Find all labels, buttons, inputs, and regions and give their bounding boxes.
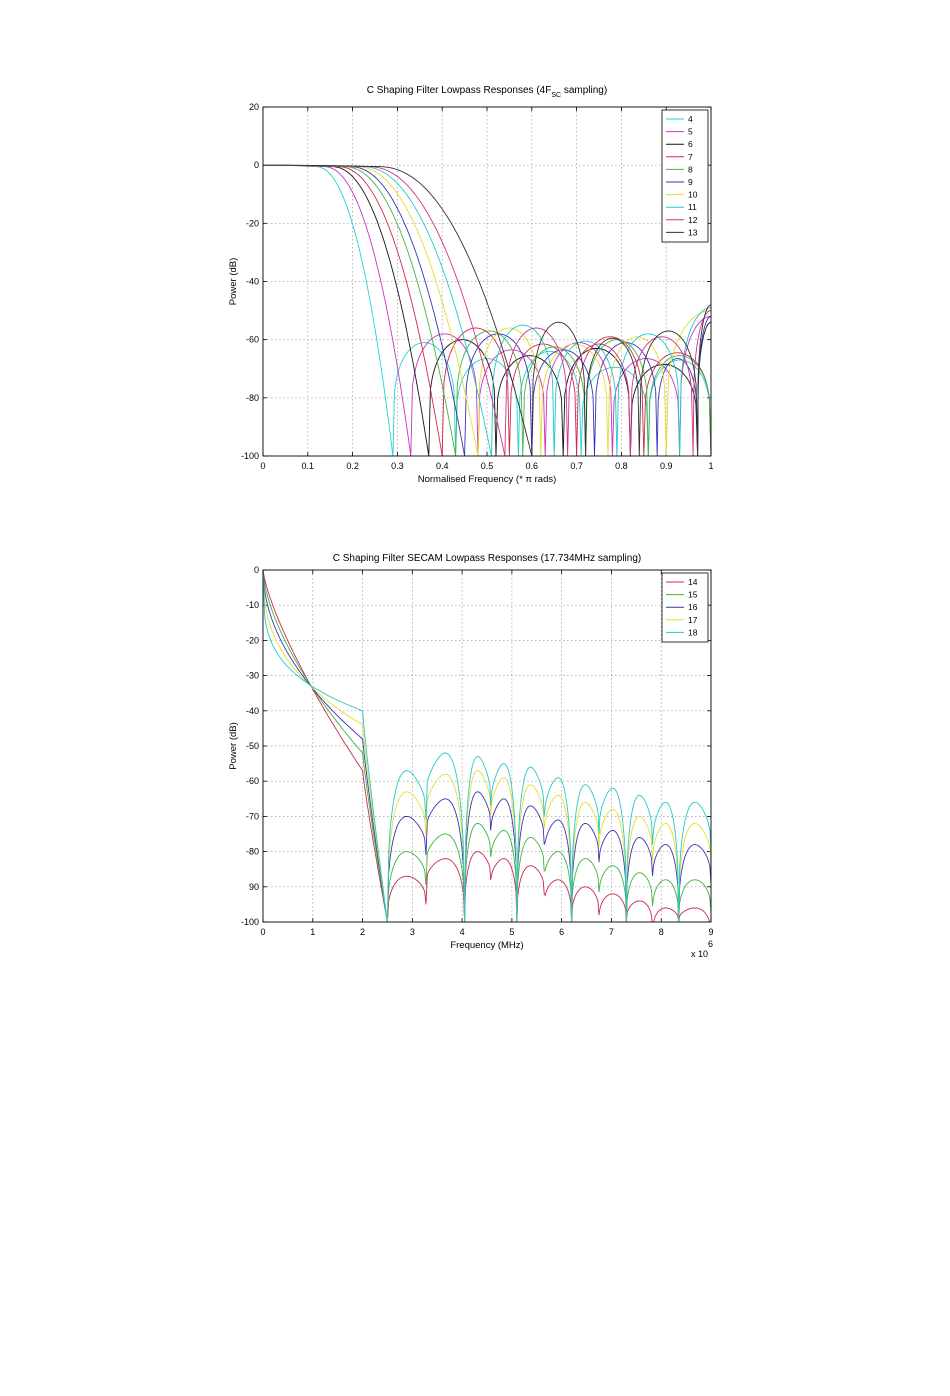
y-tick-label: -20 (246, 635, 259, 645)
series-line-18 (263, 570, 711, 922)
legend-label-5: 5 (688, 127, 693, 137)
x-tick-label: 6 (559, 927, 564, 937)
x-axis-label: Normalised Frequency (* π rads) (418, 474, 557, 485)
y-tick-label: -60 (246, 335, 259, 345)
x-tick-label: 0.2 (346, 461, 359, 471)
legend-label-7: 7 (688, 152, 693, 162)
legend-label-17: 17 (688, 615, 698, 625)
legend-label-10: 10 (688, 190, 698, 200)
series-line-15 (263, 570, 711, 922)
y-tick-label: -10 (246, 600, 259, 610)
chart-secam-lowpass: C Shaping Filter SECAM Lowpass Responses… (228, 553, 714, 959)
series-line-17 (263, 570, 711, 922)
y-tick-label: 0 (254, 565, 259, 575)
chart-title: C Shaping Filter SECAM Lowpass Responses… (333, 553, 641, 564)
x-tick-label: 0.6 (526, 461, 539, 471)
plot-frame (262, 106, 712, 457)
x-tick-label: 0.9 (660, 461, 673, 471)
x-tick-label: 9 (708, 927, 713, 937)
y-tick-label: -30 (246, 671, 259, 681)
x-tick-label: 0.4 (436, 461, 449, 471)
y-tick-label: 20 (249, 102, 259, 112)
y-tick-label: -40 (246, 277, 259, 287)
legend-label-12: 12 (688, 215, 698, 225)
x-tick-label: 0.3 (391, 461, 404, 471)
y-tick-label: -60 (246, 776, 259, 786)
legend-label-15: 15 (688, 590, 698, 600)
x-multiplier: x 10 (691, 949, 708, 959)
x-tick-label: 1 (708, 461, 713, 471)
x-axis-label: Frequency (MHz) (450, 940, 523, 951)
y-tick-label: -20 (246, 218, 259, 228)
x-tick-label: 0.5 (481, 461, 494, 471)
series-line-14 (263, 570, 711, 922)
y-tick-label: -50 (246, 741, 259, 751)
x-tick-label: 0 (260, 461, 265, 471)
series-line-13 (263, 164, 711, 456)
legend-label-14: 14 (688, 577, 698, 587)
x-tick-label: 5 (509, 927, 514, 937)
series-line-16 (263, 570, 711, 922)
chart-lowpass-4fsc: C Shaping Filter Lowpass Responses (4FSC… (228, 85, 714, 485)
legend-label-11: 11 (688, 202, 697, 212)
x-tick-label: 0 (260, 927, 265, 937)
chart-title: C Shaping Filter Lowpass Responses (4FSC… (367, 85, 607, 99)
x-tick-label: 4 (460, 927, 465, 937)
y-tick-label: -80 (246, 393, 259, 403)
x-tick-label: 0.1 (302, 461, 315, 471)
plot-frame (262, 569, 712, 923)
x-tick-label: 7 (609, 927, 614, 937)
legend-label-8: 8 (688, 164, 693, 174)
y-tick-label: -40 (246, 706, 259, 716)
y-tick-label: -100 (241, 917, 259, 927)
x-tick-label: 3 (410, 927, 415, 937)
y-tick-label: -70 (246, 811, 259, 821)
legend-label-9: 9 (688, 177, 693, 187)
y-axis-label: Power (dB) (228, 722, 239, 770)
x-multiplier-exponent: 6 (708, 939, 713, 949)
x-tick-label: 2 (360, 927, 365, 937)
y-tick-label: -80 (246, 847, 259, 857)
legend-label-18: 18 (688, 627, 698, 637)
y-tick-label: 90 (249, 882, 259, 892)
x-tick-label: 1 (310, 927, 315, 937)
y-tick-label: 0 (254, 160, 259, 170)
legend-label-4: 4 (688, 114, 693, 124)
series-line-4 (263, 164, 711, 456)
legend-label-13: 13 (688, 227, 698, 237)
x-tick-label: 0.7 (570, 461, 583, 471)
y-axis-label: Power (dB) (228, 258, 239, 306)
y-tick-label: -100 (241, 451, 259, 461)
legend-label-6: 6 (688, 139, 693, 149)
x-tick-label: 0.8 (615, 461, 628, 471)
legend-box (661, 109, 709, 243)
x-tick-label: 8 (659, 927, 664, 937)
legend-label-16: 16 (688, 602, 698, 612)
